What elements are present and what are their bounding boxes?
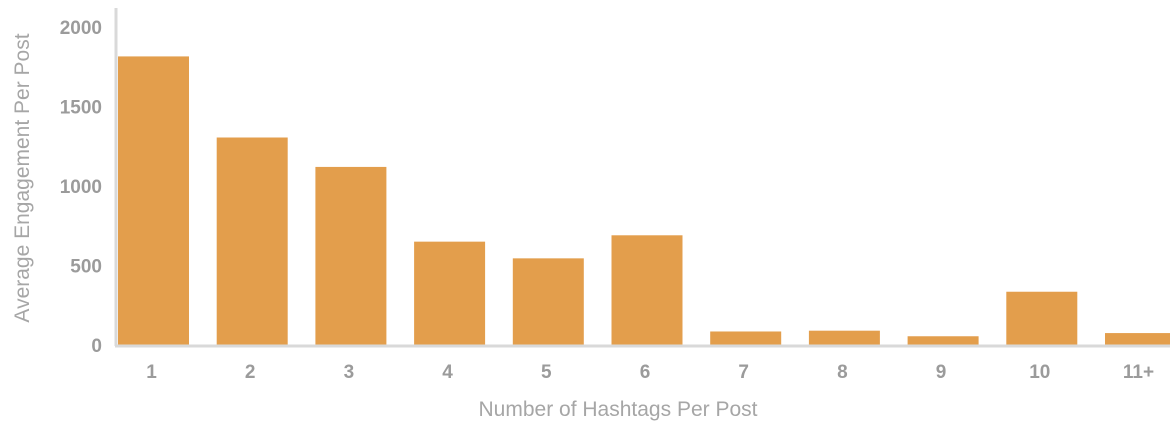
x-axis-label: Number of Hashtags Per Post (479, 398, 758, 421)
y-tick-labels: 0 500 1000 1500 2000 (60, 18, 102, 357)
bar (315, 166, 387, 345)
x-tick-label: 9 (936, 362, 947, 383)
x-tick-label: 6 (640, 362, 651, 383)
bar (710, 331, 782, 345)
bars (118, 56, 1170, 345)
x-tick-labels: 1 2 3 4 5 6 7 8 9 10 11+ (146, 362, 1154, 383)
y-axis-label: Average Engagement Per Post (11, 33, 34, 322)
bar (1105, 333, 1170, 345)
x-tick-label: 8 (837, 362, 848, 383)
y-tick-label: 0 (91, 336, 102, 357)
x-tick-label: 10 (1029, 362, 1050, 383)
bar (512, 258, 584, 345)
x-tick-label: 4 (442, 362, 453, 383)
x-tick-label: 1 (146, 362, 157, 383)
y-tick-label: 500 (70, 257, 102, 278)
x-tick-label: 5 (541, 362, 552, 383)
bar (907, 336, 979, 345)
bar (216, 137, 288, 345)
x-tick-label: 11+ (1123, 362, 1154, 383)
y-tick-label: 2000 (60, 18, 102, 39)
y-tick-label: 1500 (60, 98, 102, 119)
x-tick-label: 7 (738, 362, 749, 383)
x-tick-label: 3 (344, 362, 355, 383)
bar (808, 330, 880, 345)
bar (1006, 291, 1078, 345)
bar (414, 241, 486, 345)
y-tick-label: 1000 (60, 177, 102, 198)
bar (611, 235, 683, 345)
bar (118, 56, 189, 345)
x-tick-label: 2 (245, 362, 256, 383)
